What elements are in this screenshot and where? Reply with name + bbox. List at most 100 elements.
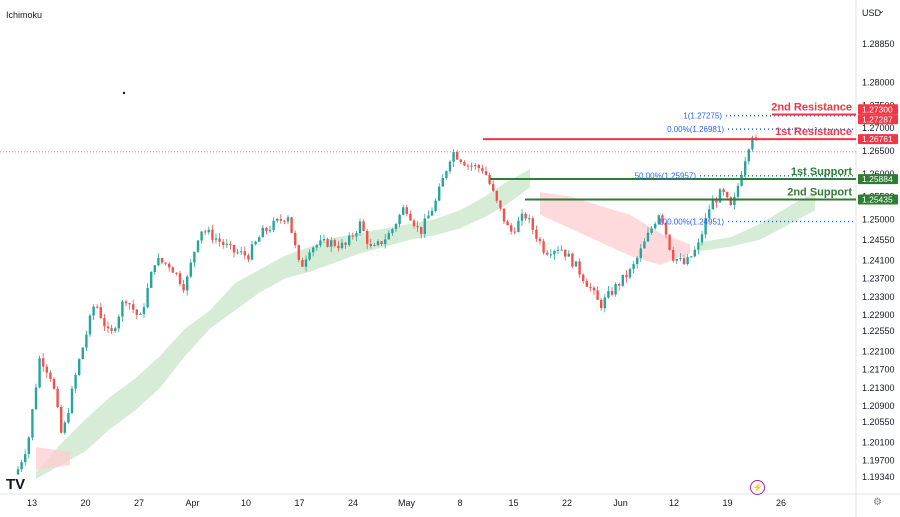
candle-body xyxy=(193,251,196,263)
candle-body xyxy=(38,358,41,388)
candle-body xyxy=(189,262,192,277)
candle-body xyxy=(301,260,304,267)
candle-body xyxy=(711,200,714,210)
price-tag xyxy=(858,174,898,185)
candle-body xyxy=(603,297,606,309)
candle-body xyxy=(351,235,354,237)
price-tag xyxy=(858,114,898,125)
candle-body xyxy=(398,214,401,224)
candle-body xyxy=(250,244,254,260)
candle-body xyxy=(531,218,534,230)
candle-body xyxy=(492,184,495,191)
candle-body xyxy=(27,437,30,455)
candle-body xyxy=(715,200,718,203)
indicator-label: Ichimoku xyxy=(6,10,43,20)
candle-body xyxy=(308,252,311,260)
candle-body xyxy=(625,274,628,278)
candle-body xyxy=(340,242,344,248)
candle-body xyxy=(225,244,228,246)
candle-body xyxy=(261,227,264,238)
candle-body xyxy=(474,165,477,167)
candle-body xyxy=(99,307,102,319)
candle-body xyxy=(236,252,239,254)
price-tick-label: 1.20100 xyxy=(862,438,895,448)
candle-body xyxy=(686,257,689,265)
time-tick-label: Apr xyxy=(185,498,199,508)
time-tick-label: 20 xyxy=(80,498,90,508)
time-tick-label: 13 xyxy=(27,498,37,508)
candle-body xyxy=(589,286,592,288)
candle-body xyxy=(229,244,232,246)
fib-label: 50.00%(1.25957) xyxy=(635,172,697,181)
candle-body xyxy=(744,161,747,175)
candle-body xyxy=(722,189,725,192)
price-tag xyxy=(858,134,898,145)
candle-body xyxy=(78,359,81,375)
candle-body xyxy=(117,316,120,329)
candle-body xyxy=(560,249,563,251)
candle-body xyxy=(607,291,610,298)
candle-body xyxy=(628,269,632,278)
candle-body xyxy=(88,315,92,335)
candle-body xyxy=(160,258,164,263)
price-tick-label: 1.19700 xyxy=(862,456,895,466)
candle-body xyxy=(636,257,639,264)
candle-body xyxy=(297,245,300,260)
candle-body xyxy=(268,230,272,232)
level-label: 2nd Resistance xyxy=(771,102,852,114)
candle-body xyxy=(632,264,635,269)
candle-body xyxy=(412,220,416,227)
candle-body xyxy=(538,238,542,242)
price-tick-label: 1.20900 xyxy=(862,401,895,411)
candle-body xyxy=(153,265,156,272)
candle-body xyxy=(614,284,617,295)
time-tick-label: May xyxy=(398,498,416,508)
candle-body xyxy=(276,219,279,221)
candle-body xyxy=(726,192,729,198)
candle-body xyxy=(222,241,225,245)
lightning-icon[interactable]: ⚡ xyxy=(750,480,765,495)
price-tick-label: 1.26500 xyxy=(862,146,895,156)
fib-label: 1(1.27275) xyxy=(683,112,722,121)
currency-chevron-icon[interactable]: ⌄ xyxy=(878,6,885,15)
price-tick-label: 1.23700 xyxy=(862,274,895,284)
candle-body xyxy=(42,358,45,367)
candle-body xyxy=(326,239,329,247)
candle-body xyxy=(74,375,77,389)
candle-body xyxy=(168,263,171,268)
candle-body xyxy=(528,218,531,220)
price-tick-label: 1.28000 xyxy=(862,78,895,88)
candle-body xyxy=(34,387,38,410)
candle-body xyxy=(56,388,59,408)
candle-body xyxy=(247,255,250,260)
candle-body xyxy=(196,240,200,252)
candle-body xyxy=(391,229,394,234)
fib-label: 0.00%(1.26981) xyxy=(667,125,724,134)
candle-body xyxy=(664,222,668,235)
candle-body xyxy=(348,235,351,245)
price-tick-label: 1.24550 xyxy=(862,235,895,245)
candle-body xyxy=(672,249,675,261)
candle-body xyxy=(243,251,246,256)
candle-body xyxy=(517,220,520,232)
candle-body xyxy=(132,304,135,310)
candle-body xyxy=(596,290,599,300)
candle-body xyxy=(693,249,696,257)
candle-body xyxy=(466,165,470,167)
candle-body xyxy=(643,241,646,249)
candle-body xyxy=(553,250,556,255)
candle-body xyxy=(567,253,570,257)
candle-body xyxy=(747,149,750,162)
candle-body xyxy=(114,328,117,331)
time-tick-label: 27 xyxy=(134,498,144,508)
candle-body xyxy=(16,469,20,475)
currency-selector[interactable]: USD xyxy=(862,8,882,18)
settings-icon[interactable]: ⚙ xyxy=(873,497,882,508)
candle-body xyxy=(322,239,326,241)
price-tick-label: 1.25000 xyxy=(862,214,895,224)
candle-body xyxy=(175,272,178,274)
candle-body xyxy=(610,291,614,295)
candle-body xyxy=(60,407,63,433)
price-tick-label: 1.24100 xyxy=(862,255,895,265)
